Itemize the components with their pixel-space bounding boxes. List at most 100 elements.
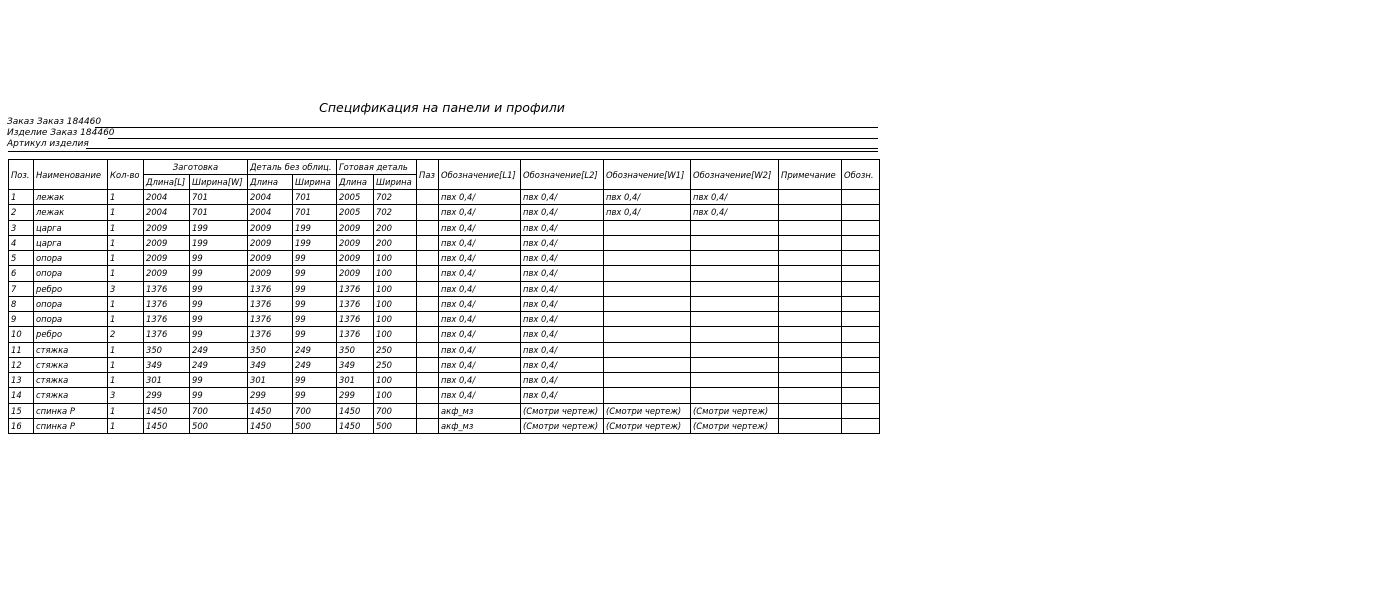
cell-paz xyxy=(416,310,440,328)
cell-desig xyxy=(841,249,881,267)
cell-paz xyxy=(416,234,440,252)
cell-l1: пвх 0,4/ xyxy=(438,310,522,328)
cell-l2: пвх 0,4/ xyxy=(520,219,605,236)
cell-detail-width: 701 xyxy=(291,204,338,221)
header-qty: Кол-во xyxy=(107,159,144,190)
cell-pos: 16 xyxy=(8,417,34,435)
table-row: 15 спинка Р 1 1450 700 1450 700 1450 700 акф_мз (С… xyxy=(8,402,881,419)
cell-finished-width: 250 xyxy=(373,341,418,358)
cell-detail-length: 2009 xyxy=(247,265,293,282)
cell-detail-length: 1376 xyxy=(247,280,293,297)
cell-detail-length: 349 xyxy=(247,356,293,374)
cell-finished-length: 2005 xyxy=(336,204,375,221)
header-l2: Обозначение[L2] xyxy=(520,159,605,190)
cell-w2 xyxy=(690,387,780,404)
cell-l2: пвх 0,4/ xyxy=(520,204,605,221)
table-row: 13 стяжка 1 301 99 301 99 301 100 пвх 0,4/пвх 0,4… xyxy=(8,371,881,389)
product-underline xyxy=(108,138,878,139)
header-name: Наименование xyxy=(33,159,108,190)
cell-note xyxy=(778,188,843,206)
cell-blank-width: 99 xyxy=(189,265,248,282)
cell-paz xyxy=(416,280,440,297)
cell-desig xyxy=(841,326,881,343)
cell-finished-width: 100 xyxy=(373,295,418,313)
table-row: 1 лежак 1 2004 701 2004 701 2005 702 пвх 0,4/пвх … xyxy=(8,188,881,206)
cell-paz xyxy=(416,417,440,435)
cell-finished-length: 1376 xyxy=(336,295,375,313)
cell-blank-width: 500 xyxy=(189,417,248,435)
cell-l2: пвх 0,4/ xyxy=(520,234,605,252)
cell-l1: пвх 0,4/ xyxy=(438,234,522,252)
cell-detail-width: 99 xyxy=(291,249,338,267)
cell-blank-length: 2009 xyxy=(143,234,190,252)
cell-detail-length: 1450 xyxy=(247,417,293,435)
page-title: Спецификация на панели и профили xyxy=(319,100,565,115)
cell-detail-length: 350 xyxy=(247,341,293,358)
cell-finished-length: 349 xyxy=(336,356,375,374)
header-detail-width: Ширина xyxy=(291,174,338,190)
table-row: 2 лежак 1 2004 701 2004 701 2005 702 пвх 0,4/пвх … xyxy=(8,204,881,221)
cell-l1: пвх 0,4/ xyxy=(438,280,522,297)
cell-name: спинка Р xyxy=(33,417,108,435)
cell-l2: (Смотри чертеж) xyxy=(520,417,605,435)
cell-blank-width: 99 xyxy=(189,280,248,297)
cell-finished-width: 100 xyxy=(373,280,418,297)
header-detail-length: Длина xyxy=(247,174,293,190)
cell-paz xyxy=(416,356,440,374)
cell-detail-length: 301 xyxy=(247,371,293,389)
cell-w1 xyxy=(603,219,692,236)
separator-rule xyxy=(8,151,878,152)
cell-pos: 5 xyxy=(8,249,34,267)
cell-desig xyxy=(841,341,881,358)
cell-w2 xyxy=(690,356,780,374)
cell-w1: (Смотри чертеж) xyxy=(603,417,692,435)
product-line: Изделие Заказ 184460 xyxy=(7,128,115,138)
cell-detail-width: 199 xyxy=(291,234,338,252)
cell-finished-width: 100 xyxy=(373,265,418,282)
cell-pos: 15 xyxy=(8,402,34,419)
header-paz: Паз xyxy=(416,159,440,190)
cell-qty: 1 xyxy=(107,341,144,358)
cell-qty: 1 xyxy=(107,219,144,236)
cell-finished-width: 250 xyxy=(373,356,418,374)
cell-w1 xyxy=(603,310,692,328)
cell-desig xyxy=(841,387,881,404)
cell-paz xyxy=(416,249,440,267)
cell-pos: 6 xyxy=(8,265,34,282)
cell-w1 xyxy=(603,280,692,297)
cell-l2: пвх 0,4/ xyxy=(520,326,605,343)
header-finished: Готовая деталь xyxy=(336,159,418,175)
cell-finished-length: 299 xyxy=(336,387,375,404)
cell-blank-length: 1376 xyxy=(143,295,190,313)
cell-pos: 3 xyxy=(8,219,34,236)
cell-l2: пвх 0,4/ xyxy=(520,280,605,297)
cell-l2: пвх 0,4/ xyxy=(520,310,605,328)
cell-l1: акф_мз xyxy=(438,417,522,435)
article-underline xyxy=(86,148,878,149)
header-blank-width: Ширина[W] xyxy=(189,174,248,190)
cell-l2: пвх 0,4/ xyxy=(520,371,605,389)
cell-l2: пвх 0,4/ xyxy=(520,295,605,313)
cell-note xyxy=(778,402,843,419)
cell-finished-length: 2009 xyxy=(336,219,375,236)
cell-desig xyxy=(841,219,881,236)
cell-blank-width: 99 xyxy=(189,295,248,313)
cell-blank-length: 2009 xyxy=(143,265,190,282)
cell-paz xyxy=(416,219,440,236)
cell-w1 xyxy=(603,356,692,374)
cell-detail-length: 2004 xyxy=(247,204,293,221)
spec-table: Поз. Наименование Кол-во Заготовка Детал… xyxy=(8,159,881,435)
cell-name: лежак xyxy=(33,188,108,206)
cell-desig xyxy=(841,265,881,282)
cell-w2 xyxy=(690,265,780,282)
article-line: Артикул изделия xyxy=(7,139,89,149)
cell-paz xyxy=(416,204,440,221)
cell-desig xyxy=(841,204,881,221)
cell-finished-length: 2009 xyxy=(336,234,375,252)
cell-paz xyxy=(416,265,440,282)
cell-qty: 3 xyxy=(107,387,144,404)
cell-pos: 10 xyxy=(8,326,34,343)
cell-detail-width: 99 xyxy=(291,371,338,389)
table-row: 10 ребро 2 1376 99 1376 99 1376 100 пвх 0,4/пвх 0… xyxy=(8,326,881,343)
cell-name: лежак xyxy=(33,204,108,221)
